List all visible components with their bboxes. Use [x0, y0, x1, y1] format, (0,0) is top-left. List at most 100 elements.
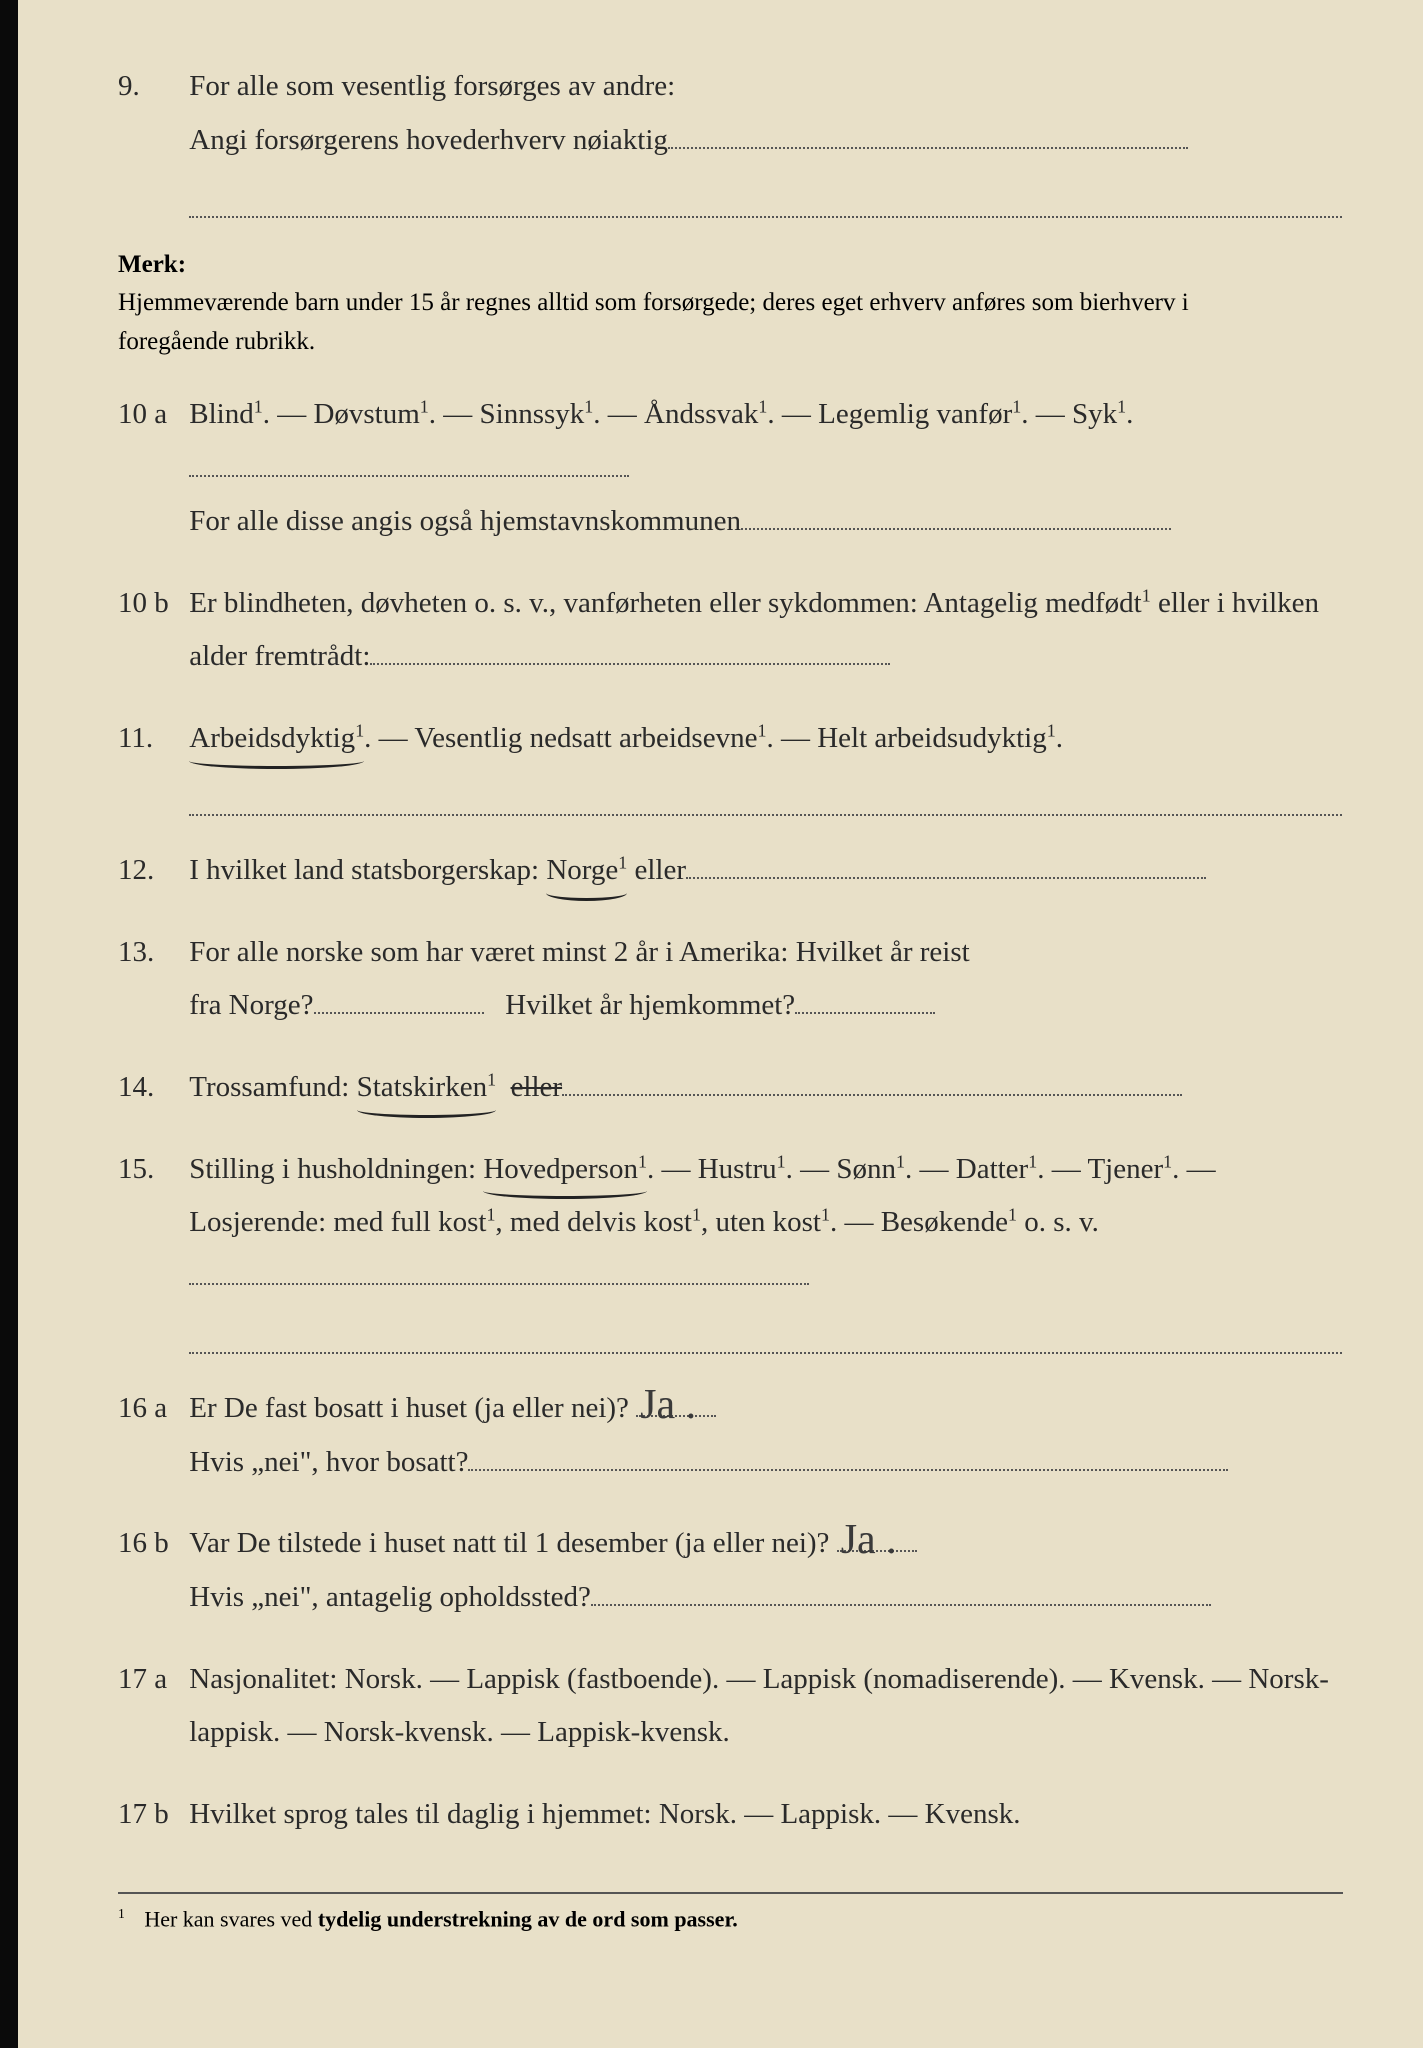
- q17b-body: Hvilket sprog tales til daglig i hjemmet…: [189, 1788, 1342, 1842]
- q17a-pre: Nasjonalitet:: [189, 1663, 344, 1695]
- opt-lappisk-fast: Lappisk (fastboende): [466, 1663, 712, 1695]
- opt-syk: Syk1.: [1072, 398, 1133, 430]
- opt-tjener: Tjener1.: [1087, 1153, 1179, 1185]
- q16a-number: 16 a: [118, 1382, 182, 1436]
- q12-body: I hvilket land statsborgerskap: Norge1 e…: [189, 844, 1342, 898]
- q9-number: 9.: [118, 60, 182, 114]
- fill-line: [189, 1259, 809, 1285]
- merk-text: Hjemmeværende barn under 15 år regnes al…: [118, 284, 1247, 362]
- q15-number: 15.: [118, 1143, 182, 1197]
- opt-blind: Blind1.: [189, 398, 270, 430]
- fill-line: [591, 1580, 1211, 1606]
- q10b-text-pre: Er blindheten, døvheten o. s. v., vanfør…: [189, 587, 1141, 619]
- merk-note: Merk: Hjemmeværende barn under 15 år reg…: [118, 246, 1343, 362]
- fill-line: [686, 853, 1206, 879]
- question-12: 12. I hvilket land statsborgerskap: Norg…: [118, 844, 1343, 898]
- question-14: 14. Trossamfund: Statskirken1 eller: [118, 1061, 1343, 1115]
- question-13: 13. For alle norske som har været minst …: [118, 926, 1343, 1033]
- question-17b: 17 b Hvilket sprog tales til daglig i hj…: [118, 1788, 1343, 1842]
- footnote: 1 Her kan svares ved tydelig understrekn…: [118, 1892, 1343, 1932]
- opt-norsk: Norsk: [345, 1663, 416, 1695]
- opt-lappisk: Lappisk: [780, 1798, 873, 1830]
- question-10b: 10 b Er blindheten, døvheten o. s. v., v…: [118, 577, 1343, 684]
- opt-sinnssyk: Sinnssyk1.: [480, 398, 601, 430]
- opt-besokende: Besøkende1: [881, 1206, 1017, 1238]
- answer-ja: Ja .: [640, 1367, 696, 1445]
- q16a-l2: Hvis „nei", hvor bosatt?: [189, 1446, 468, 1478]
- q10b-number: 10 b: [118, 577, 182, 631]
- q16a-body: Er De fast bosatt i huset (ja eller nei)…: [189, 1382, 1342, 1489]
- opt-andssvak: Åndssvak1.: [644, 398, 775, 430]
- opt-norsk-kvensk: Norsk-kvensk: [324, 1716, 487, 1748]
- q17a-number: 17 a: [118, 1653, 182, 1707]
- question-9: 9. For alle som vesentlig forsørges av a…: [118, 60, 1343, 218]
- opt-losjerende: Losjerende: med full kost1, med delvis k…: [189, 1206, 837, 1238]
- q16b-q: Var De tilstede i huset natt til 1 desem…: [189, 1527, 829, 1559]
- opt-norge: Norge1: [546, 844, 627, 898]
- merk-label: Merk:: [118, 246, 208, 285]
- question-15: 15. Stilling i husholdningen: Hovedperso…: [118, 1143, 1343, 1354]
- opt-legemlig: Legemlig vanfør1.: [818, 398, 1028, 430]
- opt-arbeidsdyktig: Arbeidsdyktig1: [189, 712, 364, 766]
- fill-line: [314, 988, 484, 1014]
- opt-udyktig: Helt arbeidsudyktig1.: [817, 722, 1063, 754]
- fill-line: [741, 504, 1171, 530]
- question-10a: 10 a Blind1. — Døvstum1. — Sinnssyk1. — …: [118, 388, 1343, 549]
- q12-number: 12.: [118, 844, 182, 898]
- question-11: 11. Arbeidsdyktig1. — Vesentlig nedsatt …: [118, 712, 1343, 816]
- q13-l2b: Hvilket år hjemkommet?: [505, 989, 795, 1021]
- footnote-sup: 1: [118, 1906, 125, 1921]
- fill-line: [370, 639, 890, 665]
- fill-line: Ja .: [636, 1391, 716, 1417]
- q16b-l2: Hvis „nei", antagelig opholdssted?: [189, 1581, 591, 1613]
- question-17a: 17 a Nasjonalitet: Norsk. — Lappisk (fas…: [118, 1653, 1343, 1760]
- q14-body: Trossamfund: Statskirken1 eller: [189, 1061, 1342, 1115]
- opt-kvensk: Kvensk: [1109, 1663, 1198, 1695]
- opt-nedsatt: Vesentlig nedsatt arbeidsevne1.: [414, 722, 773, 754]
- q11-body: Arbeidsdyktig1. — Vesentlig nedsatt arbe…: [189, 712, 1342, 816]
- q10a-line2: For alle disse angis også hjemstavnskomm…: [189, 505, 741, 537]
- footnote-bold: tydelig understrekning av de ord som pas…: [318, 1906, 738, 1931]
- q14-eller-struck: eller: [511, 1071, 563, 1103]
- document-page: 9. For alle som vesentlig forsørges av a…: [0, 0, 1423, 2048]
- q12-post: eller: [635, 854, 687, 886]
- q17a-body: Nasjonalitet: Norsk. — Lappisk (fastboen…: [189, 1653, 1342, 1760]
- opt-datter: Datter1.: [956, 1153, 1045, 1185]
- q16a-q: Er De fast bosatt i huset (ja eller nei)…: [189, 1392, 629, 1424]
- fill-line: [562, 1070, 1182, 1096]
- fill-line: [468, 1445, 1228, 1471]
- fill-line: [668, 123, 1188, 149]
- opt-hovedperson: Hovedperson1: [483, 1143, 647, 1197]
- opt-norsk: Norsk: [659, 1798, 730, 1830]
- opt-hustru: Hustru1.: [698, 1153, 793, 1185]
- opt-sonn: Sønn1.: [836, 1153, 912, 1185]
- opt-kvensk: Kvensk: [925, 1798, 1014, 1830]
- answer-ja: Ja .: [841, 1502, 897, 1580]
- q14-pre: Trossamfund:: [189, 1071, 356, 1103]
- fill-line: [189, 171, 1342, 217]
- opt-lappisk-kvensk: Lappisk-kvensk: [537, 1716, 722, 1748]
- q13-number: 13.: [118, 926, 182, 980]
- q17b-number: 17 b: [118, 1788, 182, 1842]
- q14-number: 14.: [118, 1061, 182, 1115]
- opt-statskirken: Statskirken1: [357, 1061, 496, 1115]
- q13-l2a: fra Norge?: [189, 989, 313, 1021]
- q16b-body: Var De tilstede i huset natt til 1 desem…: [189, 1517, 1342, 1624]
- opt-dovstum: Døvstum1.: [313, 398, 436, 430]
- q10b-body: Er blindheten, døvheten o. s. v., vanfør…: [189, 577, 1342, 684]
- q9-line1: For alle som vesentlig forsørges av andr…: [189, 70, 675, 102]
- q16b-number: 16 b: [118, 1517, 182, 1571]
- q10a-number: 10 a: [118, 388, 182, 442]
- q9-line2: Angi forsørgerens hovederhverv nøiaktig: [189, 124, 668, 156]
- fill-line: [189, 770, 1342, 816]
- fill-line: [795, 988, 935, 1014]
- q17b-pre: Hvilket sprog tales til daglig i hjemmet…: [189, 1798, 659, 1830]
- q11-number: 11.: [118, 712, 182, 766]
- q15-pre: Stilling i husholdningen:: [189, 1153, 483, 1185]
- q9-body: For alle som vesentlig forsørges av andr…: [189, 60, 1342, 218]
- question-16b: 16 b Var De tilstede i huset natt til 1 …: [118, 1517, 1343, 1624]
- footnote-pre: Her kan svares ved: [144, 1906, 318, 1931]
- question-16a: 16 a Er De fast bosatt i huset (ja eller…: [118, 1382, 1343, 1489]
- fill-line: [189, 1308, 1342, 1354]
- q12-pre: I hvilket land statsborgerskap:: [189, 854, 546, 886]
